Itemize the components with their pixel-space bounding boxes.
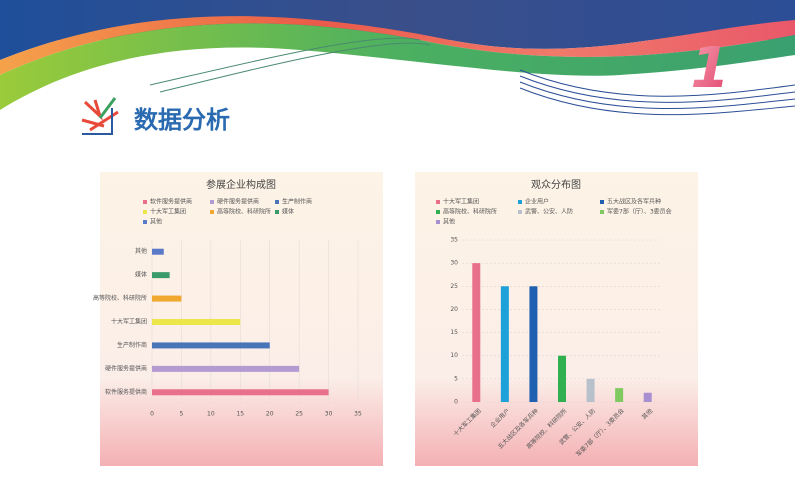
legend-label: 媒体 <box>282 208 294 216</box>
bar <box>152 295 182 302</box>
y-tick-label: 生产制作商 <box>117 341 147 349</box>
chart-title: 观众分布图 <box>531 179 581 191</box>
y-tick-label: 0 <box>454 399 458 406</box>
x-tick-label: 0 <box>150 411 154 418</box>
chart-panel <box>100 172 383 466</box>
x-tick-label: 30 <box>325 411 333 418</box>
legend-swatch <box>143 220 147 224</box>
y-tick-label: 15 <box>450 329 458 336</box>
legend-swatch <box>518 200 522 204</box>
bar <box>615 388 624 402</box>
x-tick-label: 15 <box>236 411 244 418</box>
legend-swatch <box>436 210 440 214</box>
header-decoration <box>0 0 795 135</box>
legend-label: 软件服务提供商 <box>150 198 192 206</box>
x-tick-label: 5 <box>180 411 184 418</box>
legend-swatch <box>518 210 522 214</box>
x-tick-label: 20 <box>266 411 274 418</box>
section-number: 1 <box>691 36 730 101</box>
y-tick-label: 硬件服务提供商 <box>105 364 147 372</box>
x-tick-label: 35 <box>354 411 362 418</box>
bar <box>472 263 481 402</box>
legend-swatch <box>143 210 147 214</box>
y-tick-label: 媒体 <box>135 271 147 279</box>
legend-swatch <box>600 210 604 214</box>
legend-swatch <box>275 210 279 214</box>
y-tick-label: 十大军工集团 <box>111 318 147 326</box>
legend-label: 武警、公安、人防 <box>525 208 573 216</box>
legend-label: 十大军工集团 <box>443 198 479 206</box>
x-tick-label: 25 <box>295 411 303 418</box>
chart-title: 参展企业构成图 <box>206 178 276 191</box>
chart-panel <box>415 172 698 466</box>
y-tick-label: 高等院校、科研院所 <box>93 294 147 302</box>
bar <box>643 392 652 402</box>
legend-swatch <box>210 210 214 214</box>
y-tick-label: 25 <box>450 283 458 290</box>
legend-label: 生产制作商 <box>282 198 312 206</box>
bar <box>586 378 595 402</box>
bar <box>152 342 270 349</box>
bar <box>152 248 164 255</box>
legend-label: 其他 <box>150 218 162 226</box>
bar <box>152 365 300 372</box>
legend-label: 其他 <box>443 218 455 226</box>
legend-label: 高等院校、科研院所 <box>443 208 497 216</box>
legend-swatch <box>436 200 440 204</box>
legend-label: 五大战区及各军兵种 <box>607 198 661 206</box>
legend-swatch <box>600 200 604 204</box>
legend-swatch <box>210 200 214 204</box>
legend-label: 军委7部（厅）、3委员会 <box>607 208 672 216</box>
bar <box>152 272 170 279</box>
legend-swatch <box>143 200 147 204</box>
x-tick-label: 10 <box>207 411 215 418</box>
bar <box>500 286 509 402</box>
bar <box>152 389 329 396</box>
y-tick-label: 5 <box>454 375 458 382</box>
y-tick-label: 10 <box>450 352 458 359</box>
bar <box>529 286 538 402</box>
legend-label: 企业用户 <box>525 198 549 206</box>
legend-label: 硬件服务提供商 <box>217 198 259 206</box>
y-tick-label: 30 <box>450 260 458 267</box>
bar <box>152 319 241 325</box>
legend-label: 高等院校、科研院所 <box>217 208 271 216</box>
legend-swatch <box>275 200 279 204</box>
y-tick-label: 20 <box>450 306 458 313</box>
legend-label: 十大军工集团 <box>150 208 186 216</box>
y-tick-label: 35 <box>450 237 458 244</box>
y-tick-label: 其他 <box>135 247 147 255</box>
bar <box>558 355 566 402</box>
legend-swatch <box>436 220 440 224</box>
y-tick-label: 软件服务提供商 <box>105 388 147 396</box>
page-title: 数据分析 <box>134 106 230 134</box>
